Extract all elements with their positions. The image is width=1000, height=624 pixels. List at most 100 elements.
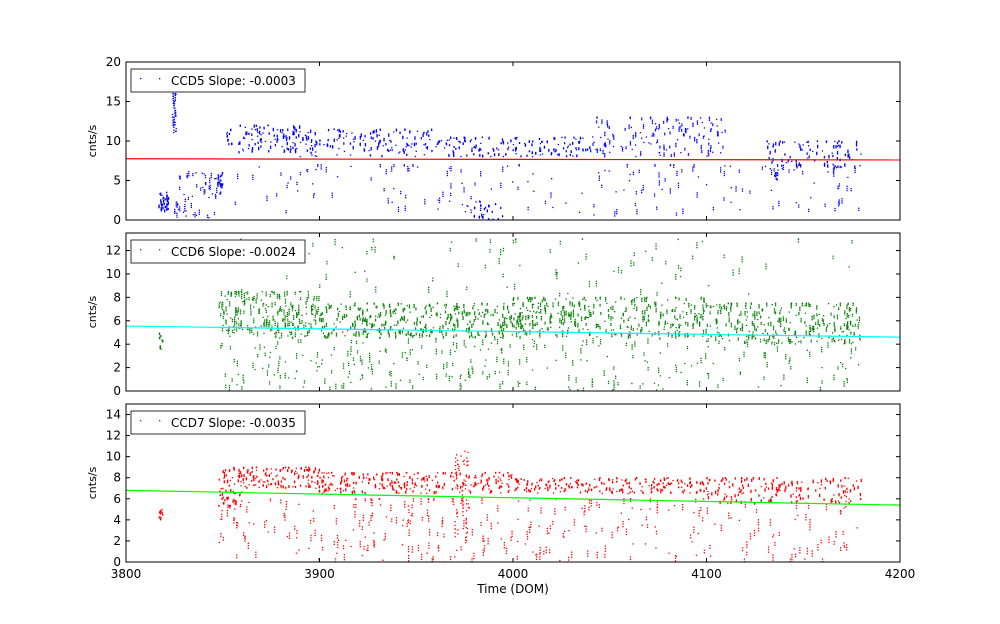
data-point — [855, 141, 858, 144]
data-point — [630, 327, 632, 329]
data-point — [770, 173, 773, 175]
data-point — [773, 342, 776, 344]
data-point — [449, 247, 451, 250]
data-point — [291, 336, 293, 338]
data-point — [161, 339, 163, 341]
data-point — [604, 320, 606, 322]
data-point — [298, 306, 300, 308]
data-point — [548, 149, 550, 151]
data-point — [844, 342, 846, 345]
data-point — [469, 377, 471, 379]
data-point — [794, 330, 797, 332]
data-point — [677, 265, 680, 267]
data-point — [723, 256, 725, 259]
data-point — [281, 310, 283, 312]
data-point — [363, 150, 366, 152]
data-point — [539, 336, 541, 338]
data-point — [601, 184, 603, 186]
data-point — [641, 117, 643, 119]
data-point — [303, 380, 306, 382]
data-point — [277, 329, 279, 331]
data-point — [559, 326, 561, 329]
data-point — [562, 148, 565, 150]
data-point — [269, 147, 272, 149]
data-point — [698, 134, 700, 137]
data-point — [450, 137, 452, 140]
data-point — [612, 389, 614, 391]
data-point — [819, 387, 822, 389]
data-point — [447, 316, 449, 319]
data-point — [814, 160, 816, 162]
data-point — [631, 300, 633, 302]
data-point — [641, 326, 643, 329]
data-point — [174, 110, 176, 112]
data-point — [715, 339, 717, 342]
data-point — [474, 207, 476, 209]
data-point — [675, 296, 677, 299]
data-point — [273, 319, 275, 321]
data-point — [694, 319, 696, 321]
data-point — [843, 324, 845, 327]
data-point — [518, 142, 521, 145]
data-point — [821, 382, 823, 384]
data-point — [296, 311, 298, 314]
data-point — [796, 167, 798, 169]
data-point — [466, 288, 468, 291]
data-point — [449, 349, 452, 351]
data-point — [172, 100, 174, 102]
data-point — [743, 353, 745, 355]
data-point — [447, 328, 449, 330]
data-point — [467, 314, 469, 316]
data-point — [236, 383, 238, 386]
data-point — [162, 206, 164, 208]
data-point — [656, 142, 658, 144]
data-point — [220, 192, 222, 194]
data-point — [329, 386, 331, 388]
data-point — [575, 138, 577, 140]
data-point — [839, 144, 841, 146]
data-point — [834, 165, 837, 167]
data-point — [555, 271, 557, 273]
data-point — [849, 309, 852, 311]
data-point — [228, 389, 231, 391]
data-point — [603, 145, 605, 147]
data-point — [641, 330, 643, 332]
data-point — [297, 341, 299, 343]
data-point — [488, 204, 490, 206]
data-point — [286, 294, 288, 296]
data-point — [610, 329, 613, 331]
data-point — [850, 188, 852, 190]
data-point — [395, 309, 397, 311]
data-point — [272, 127, 274, 130]
data-point — [439, 313, 442, 315]
data-point — [173, 123, 175, 126]
data-point — [259, 131, 261, 134]
data-point — [648, 142, 650, 144]
data-point — [335, 335, 338, 337]
data-point — [839, 145, 841, 147]
data-point — [744, 341, 746, 343]
data-point — [636, 213, 638, 215]
data-point — [846, 325, 848, 327]
data-point — [399, 132, 401, 134]
data-point — [518, 165, 520, 167]
data-point — [448, 375, 450, 377]
data-point — [675, 145, 677, 148]
data-point — [502, 155, 504, 158]
data-point — [813, 330, 815, 333]
y-tick-label: 5 — [113, 174, 121, 188]
data-point — [407, 333, 409, 336]
data-point — [645, 325, 647, 327]
data-point — [846, 378, 848, 380]
data-point — [569, 301, 571, 303]
data-point — [469, 320, 471, 322]
data-point — [581, 344, 583, 347]
data-point — [519, 264, 521, 267]
data-point — [854, 165, 856, 167]
data-point — [234, 203, 236, 205]
data-point — [173, 129, 175, 131]
data-point — [231, 331, 234, 333]
data-point — [267, 315, 269, 318]
data-point — [172, 122, 174, 124]
data-point — [496, 312, 498, 314]
